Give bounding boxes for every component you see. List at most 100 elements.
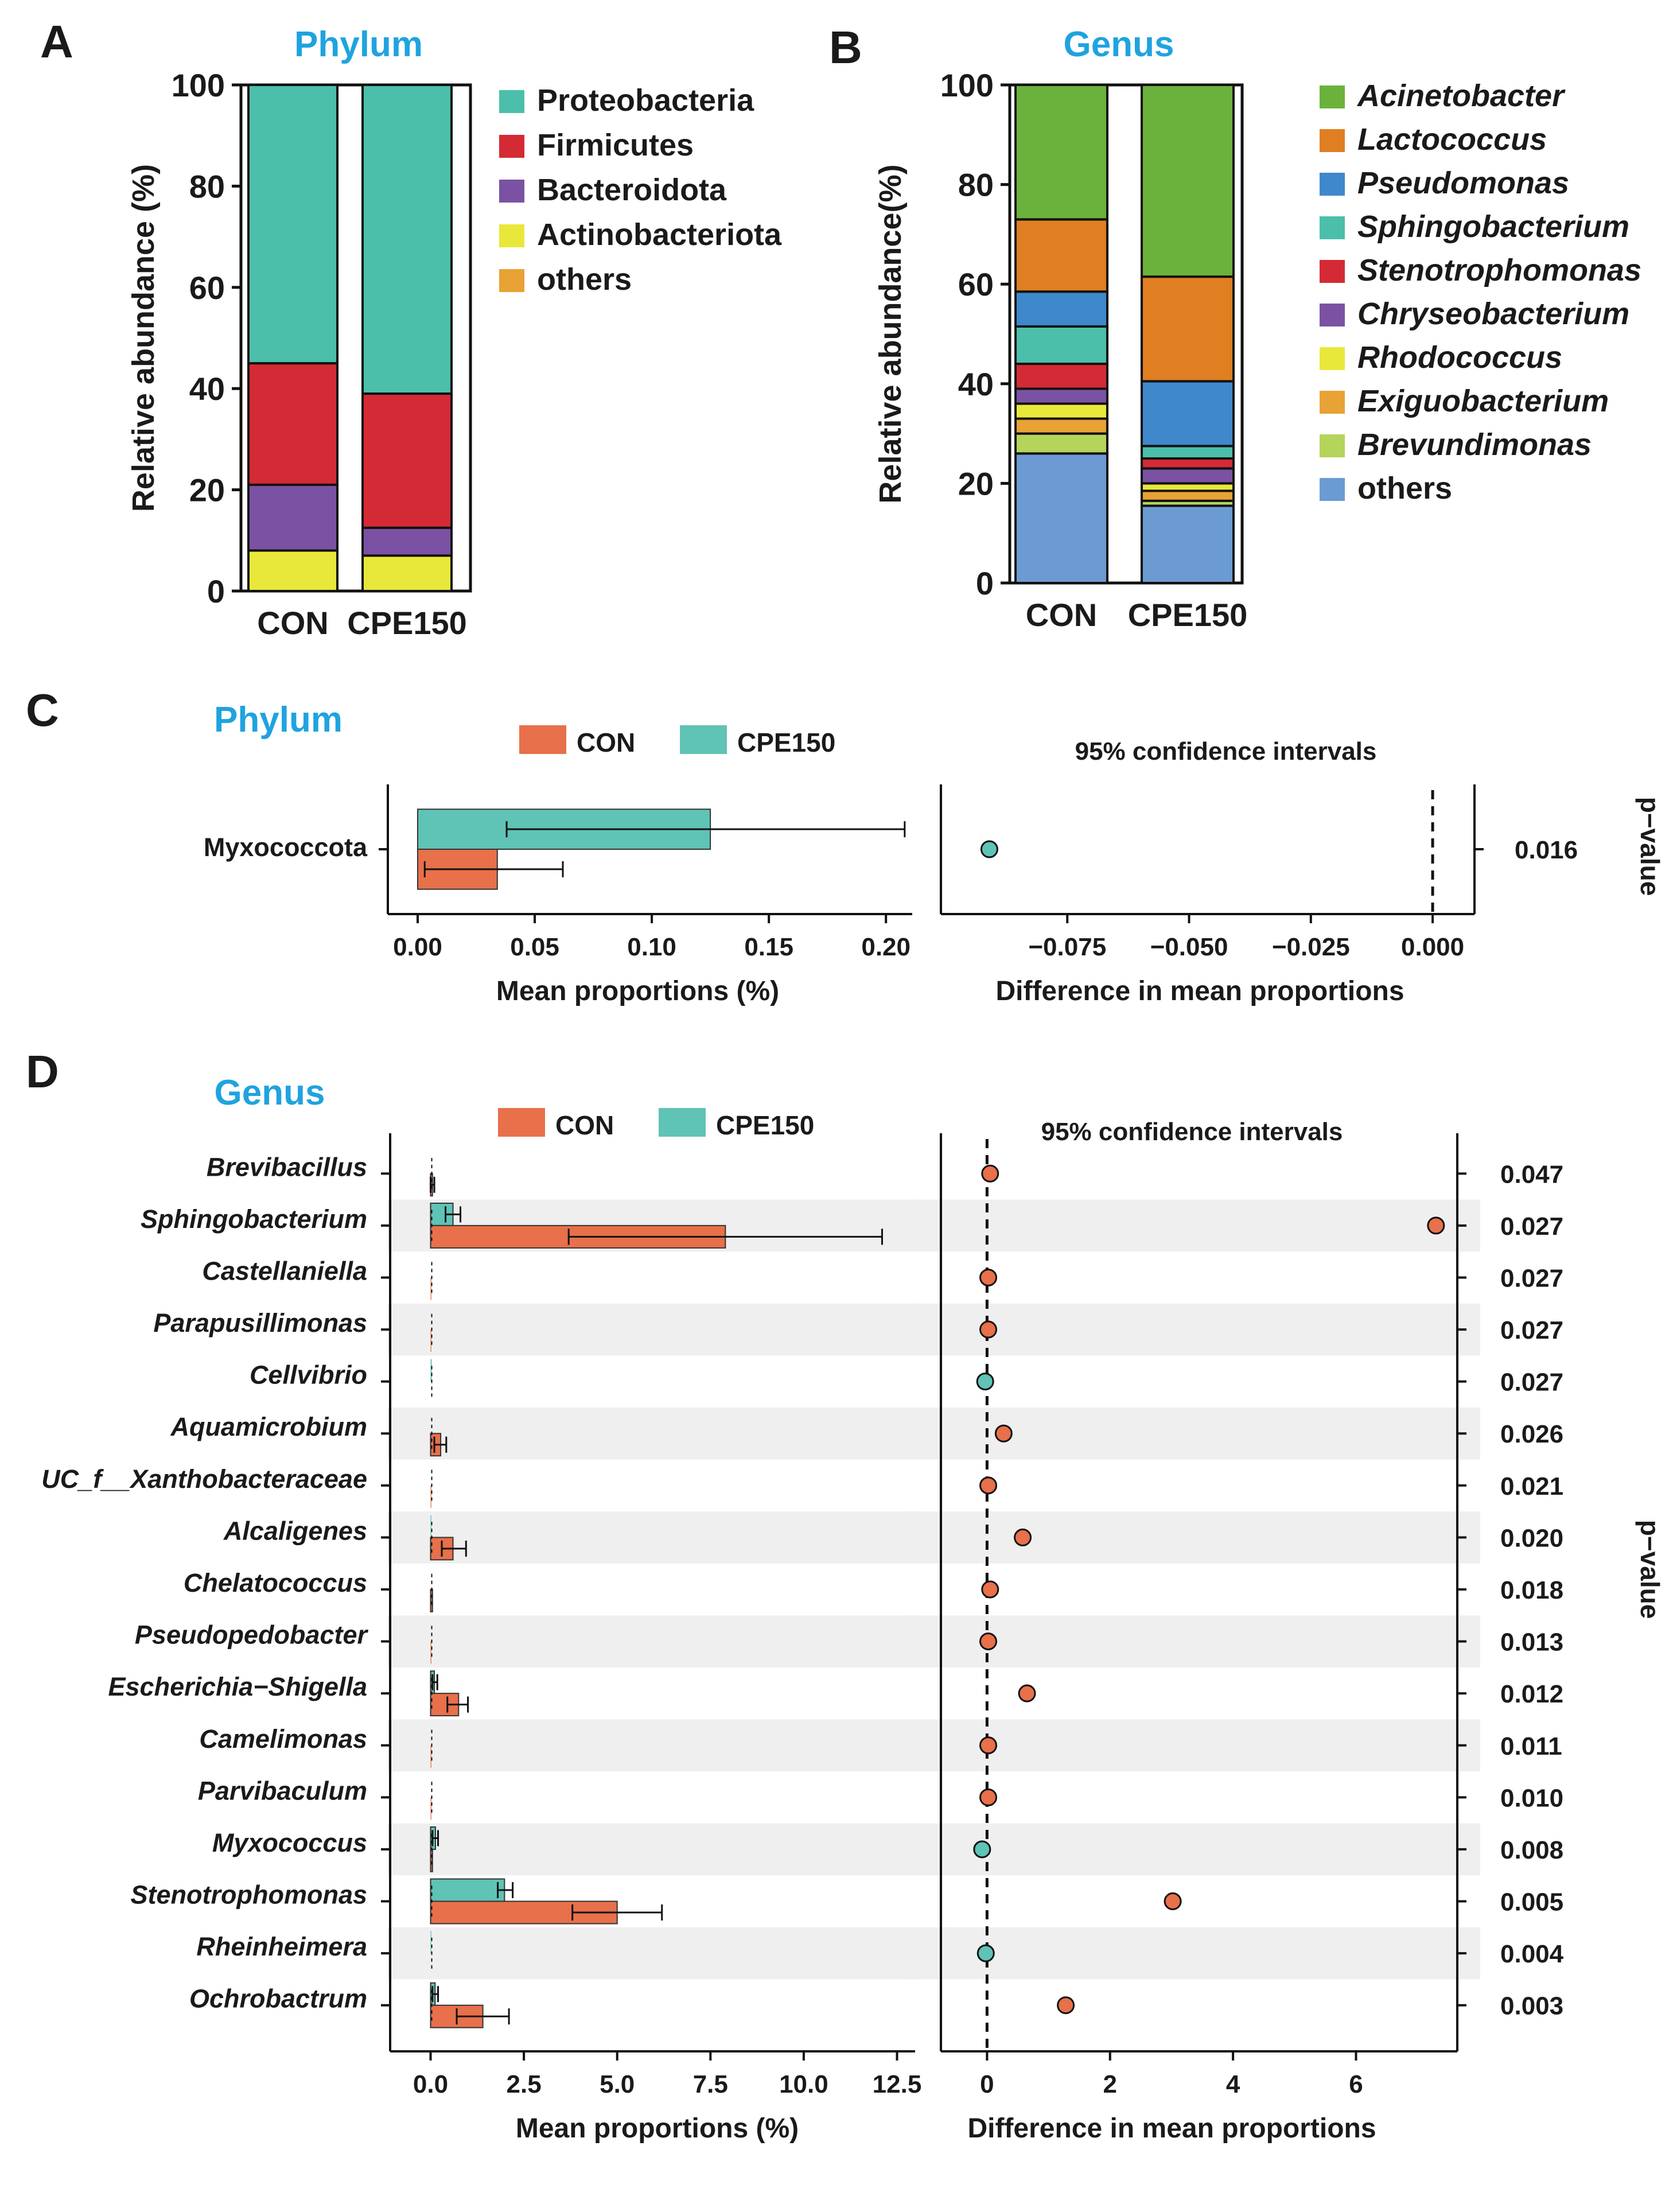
p-value: 0.020 [1500,1524,1563,1552]
p-value: 0.027 [1500,1369,1563,1397]
left-x-tick-label: 7.5 [693,2070,728,2098]
p-value: 0.008 [1500,1836,1563,1864]
bar-con [430,1589,433,1612]
row-label: Myxococcus [212,1828,367,1857]
x-category-label: CPE150 [347,605,467,641]
legend-swatch [499,90,524,113]
right-x-axis-title: Difference in mean proportions [995,976,1404,1006]
bar-segment-proteobacteria [361,84,453,395]
legend-label-con: CON [555,1110,614,1140]
bar-segment-actinobacteriota [361,554,453,593]
row-band [909,1927,1480,1980]
bar-segment-firmicutes [247,362,339,486]
legend-swatch [499,269,524,292]
legend-label: Rhodococcus [1357,340,1562,375]
plot-frame [1008,83,1244,585]
y-tick-label: 100 [940,67,994,103]
y-tick-label: 60 [958,266,994,302]
panel-d-extended-error-bar-chart: CON CPE150 95% confidence intervals 0.0 2.5 5… [41,1108,1665,2144]
y-tick-label: 40 [958,366,994,402]
bar-segment-exiguobacterium [1014,417,1108,435]
row-label: Alcaligenes [223,1516,367,1545]
legend-label: Proteobacteria [537,83,754,118]
p-value: 0.003 [1500,1992,1563,2020]
bar-segment-pseudomonas [1014,290,1108,328]
difference-point [979,1268,998,1286]
p-value-axis-title: p−value [1635,797,1665,896]
right-x-tick-label: 0.000 [1401,933,1464,961]
legend-swatch [1320,85,1345,108]
y-tick-label: 80 [958,167,994,203]
legend-label: Firmicutes [537,128,694,162]
bar-segment-acinetobacter [1014,84,1108,221]
right-x-tick-label: 2 [1103,2070,1117,2098]
panel-d-title: Genus [215,1073,325,1113]
row-label: Pseudopedobacter [135,1620,369,1650]
row-label: Rheinheimera [196,1932,367,1961]
panel-letter-c: C [26,685,59,736]
plot-frame [239,83,472,593]
row-label: Chelatococcus [184,1568,367,1597]
left-x-axis-title: Mean proportions (%) [496,976,779,1006]
bar-segment-firmicutes [361,392,453,529]
bar-segment-chryseobacterium [1014,387,1108,405]
row-label: Cellvibrio [250,1360,367,1390]
difference-point [1018,1684,1036,1702]
ci-title: 95% confidence intervals [1075,737,1377,765]
row-band [388,1615,919,1667]
left-x-tick-label: 0.15 [744,933,793,961]
right-x-tick-label: 6 [1349,2070,1363,2098]
bar-con [430,1848,433,1872]
bar-segment-bacteroidota [361,526,453,557]
legend-label: Lactococcus [1357,122,1547,157]
row-label: Castellaniella [202,1256,367,1285]
legend-label: Actinobacteriota [537,217,782,252]
row-label: Camelimonas [199,1724,367,1754]
left-x-tick-label: 0.20 [861,933,911,961]
difference-point [1427,1216,1445,1235]
p-value: 0.027 [1500,1264,1563,1292]
difference-point [980,840,998,858]
legend-swatch-cpe150 [680,725,727,754]
y-tick-label: 100 [172,67,225,103]
bar-cpe150 [430,1878,505,1902]
y-tick-label: 20 [189,472,225,508]
legend-swatch [1320,347,1345,370]
legend-label: others [537,262,632,297]
legend-label-con: CON [577,728,635,757]
legend-swatch [1320,216,1345,239]
difference-point [981,1580,999,1599]
left-x-tick-label: 0.05 [510,933,559,961]
p-value: 0.027 [1500,1212,1563,1241]
bar-cpe150 [430,1359,432,1382]
row-label: Parapusillimonas [153,1308,367,1338]
legend-swatch [1320,478,1345,501]
panel-letter-a: A [40,16,73,67]
row-label: Stenotrophomonas [131,1880,368,1910]
bar-segment-pseudomonas [1141,380,1235,448]
right-x-axis-title: Difference in mean proportions [967,2113,1376,2144]
row-band [388,1303,919,1356]
p-value: 0.021 [1500,1472,1563,1500]
bar-segment-lactococcus [1141,275,1235,383]
right-x-tick-label: 4 [1226,2070,1240,2098]
bar-segment-sphingobacterium [1014,325,1108,366]
legend-label-cpe150: CPE150 [737,728,835,757]
row-band [388,1407,919,1460]
bar-segment-acinetobacter [1141,84,1235,278]
p-value: 0.004 [1500,1940,1564,1968]
panel-b-stacked-bar-chart: 0 20 40 60 80 100 Relative abundance(%) CON CPE1… [873,67,1641,633]
panel-b-title: Genus [1064,25,1174,64]
right-x-tick-label: −0.050 [1150,933,1228,961]
row-label: Myxococcota [204,833,368,862]
row-band [388,1511,919,1564]
row-band [909,1615,1480,1667]
row-band [388,1719,919,1772]
p-value: 0.016 [1515,836,1578,864]
difference-point [981,1164,999,1183]
bar-segment-chryseobacterium [1141,467,1235,485]
right-x-tick-label: −0.075 [1028,933,1106,961]
difference-point [973,1840,991,1859]
difference-point [994,1424,1013,1443]
